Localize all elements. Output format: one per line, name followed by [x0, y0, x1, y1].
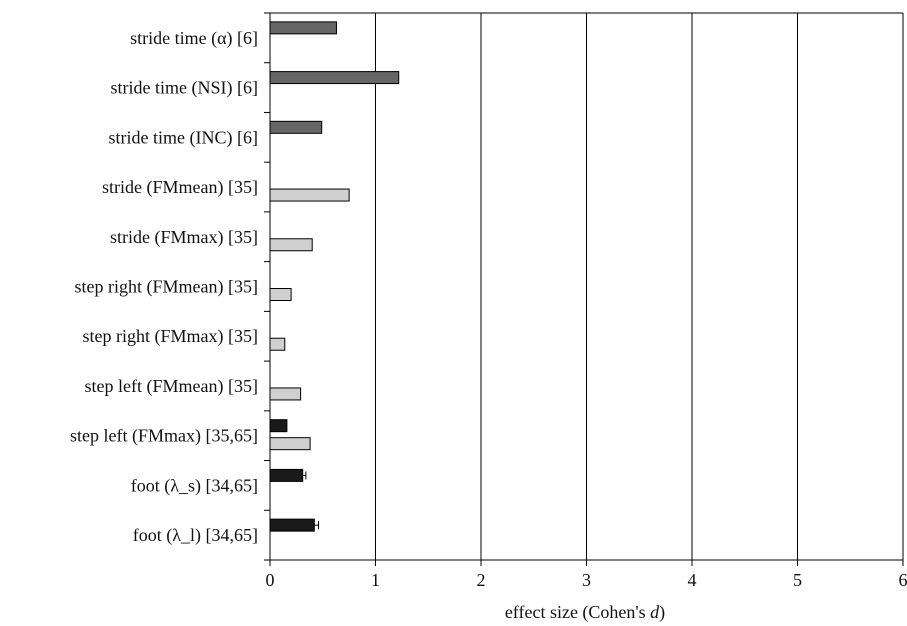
x-tick-labels: 0 1 2 3 4 5 6 — [266, 570, 907, 590]
x-tick-label: 2 — [477, 570, 486, 590]
bar-series1-8 — [269, 437, 311, 451]
category-label: stride (FMmean) [35] — [102, 177, 258, 198]
bar-series1-4 — [269, 238, 313, 252]
x-tick-label: 1 — [371, 570, 380, 590]
category-label: step right (FMmax) [35] — [83, 326, 258, 347]
bar-series0-1 — [269, 71, 400, 85]
category-label: step left (FMmax) [35,65] — [70, 426, 258, 447]
axes — [264, 12, 904, 566]
bar-series0-0 — [269, 21, 337, 35]
grid-lines — [375, 13, 904, 560]
x-tick-label: 4 — [688, 570, 697, 590]
category-label: foot (λ_l) [34,65] — [133, 525, 258, 546]
category-label: foot (λ_s) [34,65] — [131, 475, 258, 496]
category-label: step right (FMmean) [35] — [75, 277, 258, 298]
category-labels: stride time (α) [6] stride time (NSI) [6]… — [70, 28, 258, 546]
bar-series2-8 — [269, 419, 288, 433]
category-label: stride time (α) [6] — [130, 28, 258, 49]
bar-series0-2 — [269, 120, 323, 134]
x-tick-label: 3 — [582, 570, 591, 590]
bar-series1-5 — [269, 288, 292, 301]
bar-series1-3 — [269, 188, 350, 202]
bar-series1-7 — [269, 387, 302, 401]
x-tick-label: 6 — [899, 570, 907, 590]
bar-series2-10 — [269, 518, 315, 532]
x-tick-label: 5 — [793, 570, 802, 590]
category-label: stride time (NSI) [6] — [111, 78, 258, 99]
x-axis-label: effect size (Cohen's d) — [505, 602, 665, 623]
bar-series2-9 — [269, 468, 304, 482]
category-label: stride (FMmax) [35] — [110, 227, 258, 248]
x-tick-label: 0 — [266, 570, 275, 590]
category-label: step left (FMmean) [35] — [85, 376, 258, 397]
category-label: stride time (INC) [6] — [109, 127, 258, 148]
bars — [269, 21, 400, 532]
bar-series1-6 — [269, 337, 286, 351]
